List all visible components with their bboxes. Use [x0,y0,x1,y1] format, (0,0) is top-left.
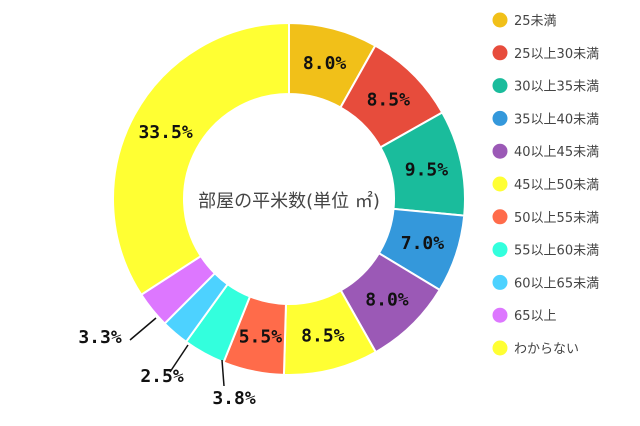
donut-slices [112,21,466,376]
legend-label-5: 45以上50未満 [514,178,599,193]
legend-label-7: 55以上60未満 [514,244,599,259]
legend-label-6: 50以上55未満 [514,211,599,226]
leader-line-9 [129,317,157,341]
slice-label-4: 8.0% [365,290,409,311]
chart-title: 部屋の平米数(単位 ㎡) [198,190,380,212]
leader-line-7 [221,359,225,387]
legend-label-2: 30以上35未満 [514,80,599,95]
legend-label-0: 25未満 [514,14,557,29]
legend-swatch-5 [492,176,508,192]
legend-label-3: 35以上40未満 [514,112,599,127]
slice-label-7: 3.8% [212,388,256,409]
slice-label-8: 2.5% [140,366,184,387]
slice-label-5: 8.5% [301,325,345,346]
slice-label-3: 7.0% [401,233,445,254]
legend-swatch-1 [492,45,508,61]
legend-label-10: わからない [514,342,579,357]
legend-label-4: 40以上45未満 [514,145,599,160]
legend-swatch-3 [492,110,508,126]
slice-label-1: 8.5% [367,90,411,111]
legend-swatch-2 [492,78,508,94]
slice-label-2: 9.5% [405,160,449,181]
slice-label-9: 3.3% [78,327,122,348]
legend-swatch-10 [492,340,508,356]
legend-swatch-9 [492,307,508,323]
legend-label-9: 65以上 [514,309,557,324]
legend-swatch-0 [492,12,508,28]
slice-label-0: 8.0% [303,53,347,74]
legend-swatch-8 [492,274,508,290]
slice-labels: 8.0% 8.5% 9.5% 7.0% 8.0% 8.5% 5.5% 3.8% 2.5% 3.3%… [78,53,448,409]
slice-label-10: 33.5% [138,122,192,143]
legend-swatch-6 [492,209,508,225]
leader-line-8 [169,344,189,373]
legend-label-1: 25以上30未満 [514,47,599,62]
legend-swatch-7 [492,242,508,258]
legend: 25未満 25以上30未満 30以上35未満 35以上40未満 40以上45未満 45以上… [492,12,599,357]
legend-label-8: 60以上65未満 [514,276,599,291]
slice-label-6: 5.5% [239,327,283,348]
slice-10 [112,21,290,297]
leader-lines [129,317,225,387]
legend-swatch-4 [492,143,508,159]
